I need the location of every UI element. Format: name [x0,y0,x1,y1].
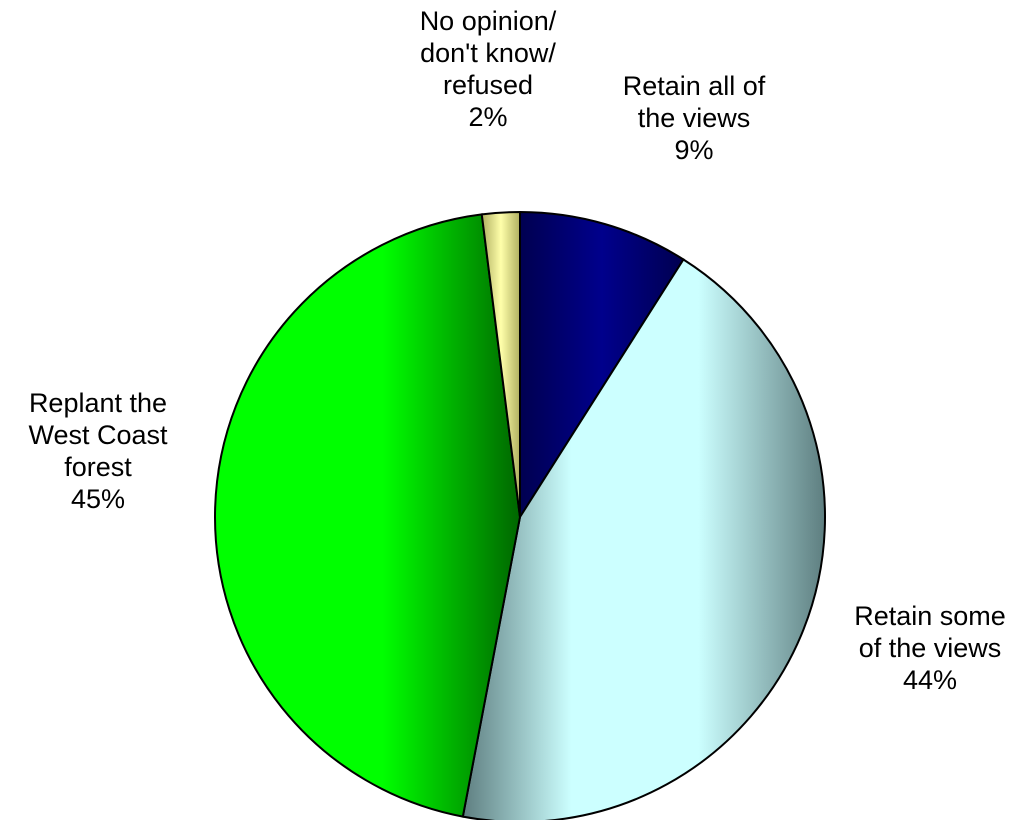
slice-percent-3: 2% [468,102,507,132]
slice-label-line-2-0: Replant the [29,388,167,418]
slice-label-line-3-1: don't know/ [420,38,556,68]
slice-percent-0: 9% [674,135,713,165]
slice-percent-1: 44% [903,665,957,695]
slice-label-line-2-2: forest [64,452,132,482]
slice-label-line-1-0: Retain some [854,601,1006,631]
pie-slice-0 [519,210,685,521]
slice-label-line-0-0: Retain all of [623,71,766,101]
pie-slice-2 [214,213,522,818]
slice-label-1: Retain some of the views 44% [854,601,1006,695]
slice-percent-2: 45% [71,484,125,514]
slice-label-3: No opinion/don't know/refused 2% [420,6,557,132]
pie-slices [214,210,826,820]
slice-label-2: Replant the West Coast forest 45% [28,388,168,514]
slice-label-line-2-1: West Coast [28,420,168,450]
pie-labels: Retain all of the views 9% Retain some of th… [28,6,1005,695]
pie-slice-1 [461,258,826,820]
slice-label-line-3-0: No opinion/ [420,6,557,36]
slice-label-line-3-2: refused [443,70,533,100]
slice-label-0: Retain all of the views 9% [623,71,766,165]
slice-label-line-0-1: the views [638,103,751,133]
slice-label-line-1-1: of the views [859,633,1002,663]
pie-slice-3 [480,210,521,518]
